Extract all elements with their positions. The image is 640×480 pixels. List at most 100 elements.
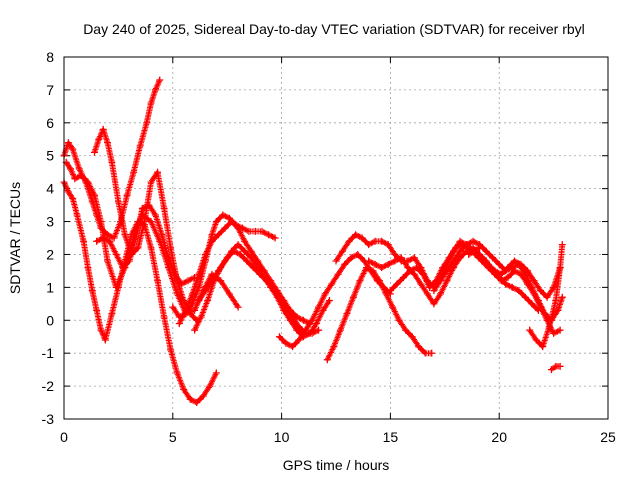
data-point [112, 283, 120, 291]
y-tick-label: 3 [46, 214, 54, 230]
data-point [95, 135, 103, 143]
y-tick-labels: -3 -2 -1 0 1 2 3 4 5 6 7 8 [42, 49, 55, 427]
data-point [439, 264, 447, 272]
data-point [147, 218, 155, 226]
data-point [114, 198, 122, 206]
data-point [558, 293, 566, 301]
y-tick-label: 0 [46, 312, 54, 328]
data-point [339, 247, 347, 255]
data-point [243, 257, 251, 265]
data-point [80, 237, 88, 245]
data-point [84, 264, 92, 272]
data-point [312, 320, 320, 328]
data-point [275, 333, 283, 341]
data-point [208, 277, 216, 285]
data-point [341, 260, 349, 268]
data-point [508, 283, 516, 291]
data-point [151, 86, 159, 94]
data-point [334, 270, 342, 278]
data-point [141, 218, 149, 226]
data-point [182, 306, 190, 314]
data-point [517, 260, 525, 268]
data-point [365, 257, 373, 265]
data-point [436, 277, 444, 285]
data-point [99, 234, 107, 242]
data-point [134, 244, 142, 252]
data-point [208, 231, 216, 239]
plot-frame [63, 56, 609, 420]
data-point [345, 237, 353, 245]
data-point [258, 227, 266, 235]
data-point [106, 237, 114, 245]
data-point [169, 303, 177, 311]
data-point [410, 254, 418, 262]
data-point [534, 297, 542, 305]
data-point [336, 326, 344, 334]
data-point [154, 168, 162, 176]
data-point [199, 392, 207, 400]
data-point [463, 241, 471, 249]
data-point [389, 303, 397, 311]
data-point [191, 326, 199, 334]
data-point [443, 267, 451, 275]
y-tick-label: 5 [46, 148, 54, 164]
data-point [430, 287, 438, 295]
data-point [523, 267, 531, 275]
y-tick-label: -2 [42, 378, 55, 394]
series-markers [276, 251, 394, 350]
data-point [73, 211, 81, 219]
data-point [495, 260, 503, 268]
data-point [423, 290, 431, 298]
data-point [104, 257, 112, 265]
data-point [299, 316, 307, 324]
data-point [556, 264, 564, 272]
data-point [293, 326, 301, 334]
data-point [97, 326, 105, 334]
data-point [160, 313, 168, 321]
data-point [221, 257, 229, 265]
data-point [539, 343, 547, 351]
data-point [354, 250, 362, 258]
data-point [482, 247, 490, 255]
data-point [75, 165, 83, 173]
data-point [282, 339, 290, 347]
y-tick-label: 6 [46, 115, 54, 131]
data-point [445, 254, 453, 262]
data-point [526, 326, 534, 334]
data-point [217, 277, 225, 285]
data-point [515, 287, 523, 295]
x-axis-label: GPS time / hours [283, 457, 390, 473]
data-point [195, 283, 203, 291]
data-point [104, 139, 112, 147]
data-point [180, 385, 188, 393]
data-point [151, 211, 159, 219]
data-point [225, 290, 233, 298]
data-point [93, 306, 101, 314]
data-point [452, 244, 460, 252]
data-point [197, 313, 205, 321]
data-point [90, 148, 98, 156]
data-point [125, 257, 133, 265]
data-point [558, 241, 566, 249]
data-point [356, 277, 364, 285]
x-tick-label: 0 [60, 429, 68, 445]
data-point [426, 283, 434, 291]
data-point [236, 250, 244, 258]
series-track-5 [93, 201, 199, 288]
x-tick-label: 15 [383, 429, 399, 445]
data-point [395, 316, 403, 324]
data-point [543, 293, 551, 301]
data-point [288, 343, 296, 351]
data-point [443, 277, 451, 285]
data-point [428, 349, 436, 357]
data-point [234, 224, 242, 232]
x-tick-label: 25 [600, 429, 616, 445]
data-point [413, 264, 421, 272]
data-point [93, 237, 101, 245]
data-point [69, 145, 77, 153]
data-point [286, 316, 294, 324]
data-point [184, 277, 192, 285]
data-point [430, 300, 438, 308]
data-point [214, 267, 222, 275]
data-point [195, 297, 203, 305]
